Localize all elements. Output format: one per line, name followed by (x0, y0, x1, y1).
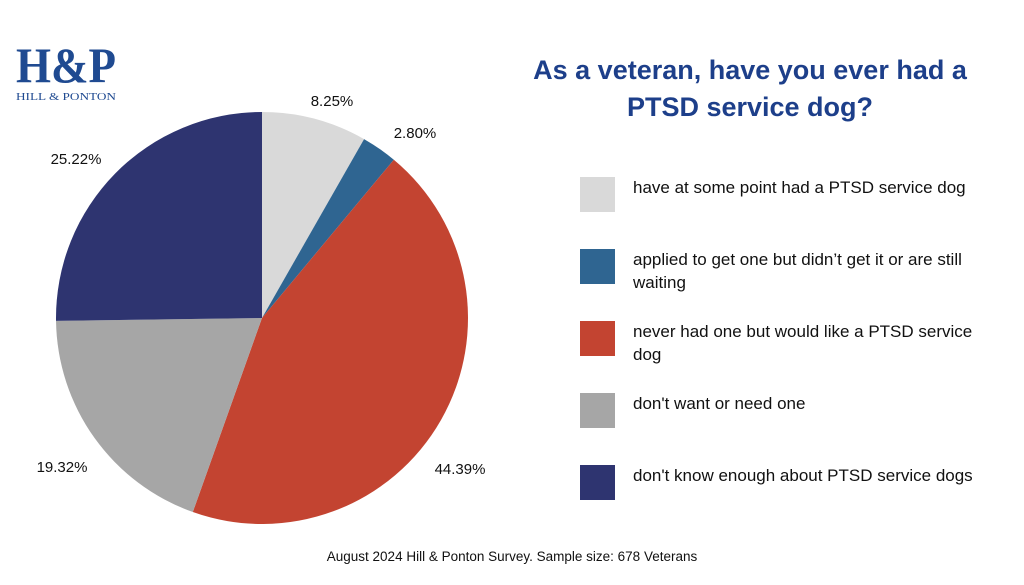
legend: have at some point had a PTSD service do… (580, 176, 1000, 536)
pie-slice-2 (192, 159, 469, 525)
chart-title: As a veteran, have you ever had a PTSD s… (533, 55, 967, 122)
legend-label: applied to get one but didn’t get it or … (633, 250, 962, 292)
slice-label-0: 8.25% (311, 93, 354, 110)
slice-label-3: 19.32% (37, 459, 88, 476)
hill-ponton-logo: H&P HILL & PONTON (16, 37, 116, 103)
footer-note: August 2024 Hill & Ponton Survey. Sample… (326, 549, 698, 564)
logo-mark: H&P (16, 37, 116, 93)
legend-item: have at some point had a PTSD service do… (580, 176, 1000, 234)
pie-slice-0 (262, 112, 365, 318)
legend-label: don't know enough about PTSD service dog… (633, 466, 973, 485)
legend-swatch (580, 465, 615, 500)
slice-label-1: 2.80% (394, 125, 437, 142)
pie-chart: 8.25% 2.80% 44.39% 19.32% 25.22% (37, 93, 486, 525)
legend-label: don't want or need one (633, 394, 806, 413)
slice-label-4: 25.22% (51, 151, 102, 168)
legend-swatch (580, 321, 615, 356)
legend-label: have at some point had a PTSD service do… (633, 178, 966, 197)
slice-label-2: 44.39% (435, 461, 486, 478)
legend-item: don't want or need one (580, 392, 1000, 450)
legend-item: applied to get one but didn’t get it or … (580, 248, 1000, 306)
legend-item: don't know enough about PTSD service dog… (580, 464, 1000, 522)
legend-label: never had one but would like a PTSD serv… (633, 322, 973, 364)
pie-slice-1 (262, 139, 394, 318)
legend-item: never had one but would like a PTSD serv… (580, 320, 1000, 378)
pie-slice-4 (55, 112, 262, 321)
pie-slice-3 (56, 318, 262, 513)
legend-swatch (580, 249, 615, 284)
logo-subtext: HILL & PONTON (16, 92, 116, 103)
legend-swatch (580, 177, 615, 212)
legend-swatch (580, 393, 615, 428)
